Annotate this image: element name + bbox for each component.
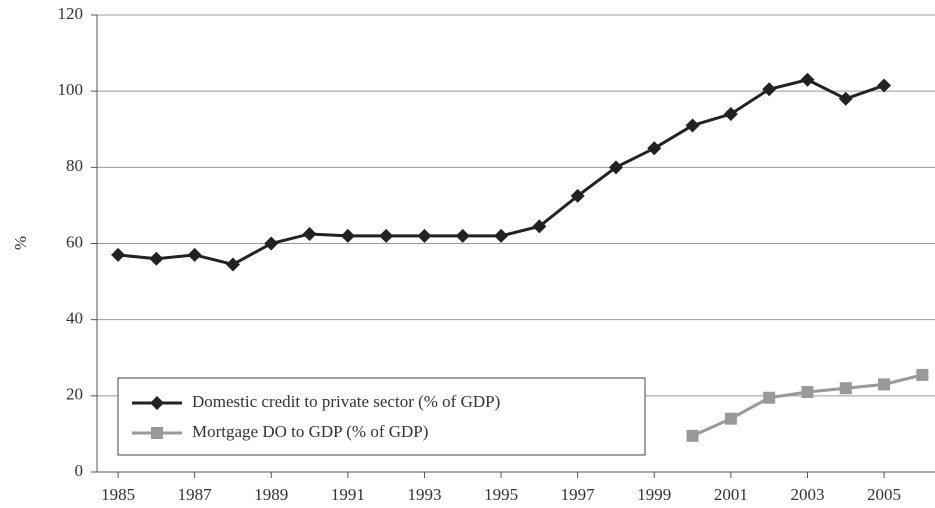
data-point	[763, 391, 776, 404]
x-tick-label: 2001	[714, 485, 748, 504]
data-point	[187, 247, 202, 262]
legend-label: Domestic credit to private sector (% of …	[192, 392, 500, 411]
y-axis-label: %	[11, 236, 30, 250]
y-tick-label: 100	[58, 80, 84, 99]
data-point	[685, 118, 700, 133]
y-tick-label: 20	[66, 385, 83, 404]
data-point	[801, 386, 814, 399]
data-point	[494, 228, 509, 243]
data-point	[800, 72, 815, 87]
data-point	[762, 82, 777, 97]
data-point	[839, 382, 852, 395]
data-point	[647, 141, 662, 156]
data-point	[570, 188, 585, 203]
legend-box	[117, 377, 646, 456]
y-tick-label: 80	[66, 156, 83, 175]
legend: Domestic credit to private sector (% of …	[117, 377, 646, 456]
x-tick-label: 1993	[407, 485, 441, 504]
x-tick-label: 2005	[867, 485, 901, 504]
x-tick-label: 1995	[484, 485, 518, 504]
data-point	[455, 228, 470, 243]
x-tick-label: 1985	[101, 485, 135, 504]
data-point	[111, 247, 126, 262]
y-tick-label: 60	[66, 232, 83, 251]
x-tick-label: 1997	[561, 485, 596, 504]
data-point	[878, 378, 891, 391]
data-point	[838, 91, 853, 106]
x-tick-label: 1991	[331, 485, 365, 504]
x-tick-label: 2003	[790, 485, 824, 504]
data-point	[608, 160, 623, 175]
x-tick-label: 1989	[254, 485, 288, 504]
data-point	[724, 412, 737, 425]
x-tick-label: 1999	[637, 485, 671, 504]
x-tick-label: 1987	[178, 485, 213, 504]
y-tick-label: 40	[66, 309, 83, 328]
data-point	[379, 228, 394, 243]
legend-marker	[150, 396, 164, 410]
data-point	[877, 78, 892, 93]
data-point	[417, 228, 432, 243]
data-point	[149, 251, 164, 266]
y-tick-label: 120	[58, 4, 84, 23]
data-point	[916, 368, 929, 381]
legend-marker	[151, 427, 163, 439]
data-point	[264, 236, 279, 251]
legend-label: Mortgage DO to GDP (% of GDP)	[192, 422, 428, 441]
data-point	[340, 228, 355, 243]
data-point	[723, 107, 738, 122]
y-tick-label: 0	[75, 461, 84, 480]
data-point	[686, 429, 699, 442]
data-point	[302, 226, 317, 241]
data-point	[225, 257, 240, 272]
data-point	[532, 219, 547, 234]
